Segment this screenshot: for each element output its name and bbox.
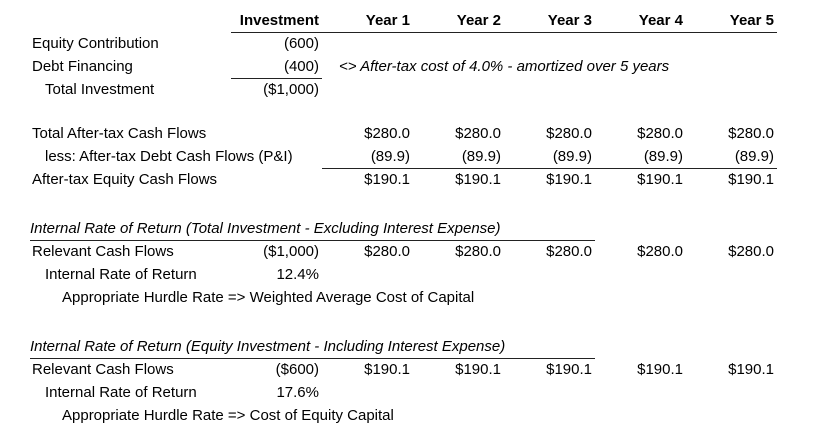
year-value: $190.1	[637, 361, 683, 378]
year-value: (89.9)	[504, 146, 595, 169]
hurdle-rate-note: Appropriate Hurdle Rate => Weighted Aver…	[62, 289, 475, 306]
hurdle-rate-note: Appropriate Hurdle Rate => Cost of Equit…	[62, 407, 394, 424]
year-value: $280.0	[728, 125, 774, 142]
year-value: $190.1	[364, 361, 410, 378]
year-value: (89.9)	[322, 146, 413, 169]
less-debt-cash-flows-label: less: After-tax Debt Cash Flows (P&I)	[45, 148, 293, 165]
year-value: $190.1	[455, 361, 501, 378]
year-value: (89.9)	[686, 146, 777, 169]
year-value: $280.0	[546, 125, 592, 142]
year-value: $280.0	[455, 243, 501, 260]
col-header-investment: Investment	[231, 10, 322, 33]
irr-value: 17.6%	[276, 384, 319, 401]
year-value: (89.9)	[413, 146, 504, 169]
col-header-year-5: Year 5	[686, 10, 777, 33]
after-tax-equity-cash-flows-label: After-tax Equity Cash Flows	[32, 171, 218, 188]
year-value: $190.1	[364, 171, 410, 188]
year-value: (89.9)	[595, 146, 686, 169]
col-header-year-3: Year 3	[504, 10, 595, 33]
corner-cell	[0, 10, 231, 33]
year-value: $190.1	[637, 171, 683, 188]
year-value: $280.0	[364, 243, 410, 260]
debt-financing-label: Debt Financing	[32, 58, 133, 75]
year-value: $190.1	[728, 361, 774, 378]
relevant-cash-flows-label: Relevant Cash Flows	[32, 361, 174, 378]
total-after-tax-cash-flows-label: Total After-tax Cash Flows	[32, 125, 207, 142]
col-header-year-1: Year 1	[322, 10, 413, 33]
section-gap	[0, 192, 777, 218]
year-value: $190.1	[728, 171, 774, 188]
year-value: $190.1	[455, 171, 501, 188]
irr-label: Internal Rate of Return	[45, 384, 197, 401]
equity-contribution-label: Equity Contribution	[32, 35, 159, 52]
total-investment-label: Total Investment	[45, 81, 155, 98]
debt-financing-value: (400)	[231, 56, 322, 79]
section-gap	[0, 102, 777, 123]
relevant-cash-flows-label: Relevant Cash Flows	[32, 243, 174, 260]
year-value: $280.0	[728, 243, 774, 260]
year-value: $190.1	[546, 171, 592, 188]
year-value: $190.1	[546, 361, 592, 378]
col-header-year-2: Year 2	[413, 10, 504, 33]
debt-financing-note: <> After-tax cost of 4.0% - amortized ov…	[339, 58, 670, 75]
year-value: $280.0	[546, 243, 592, 260]
relevant-investment-value: ($1,000)	[263, 243, 319, 260]
irr-equity-investment-title: Internal Rate of Return (Equity Investme…	[30, 336, 595, 359]
irr-label: Internal Rate of Return	[45, 266, 197, 283]
irr-total-investment-title: Internal Rate of Return (Total Investmen…	[30, 218, 595, 241]
section-gap	[0, 310, 777, 336]
total-investment-value: ($1,000)	[263, 81, 319, 98]
equity-contribution-value: (600)	[283, 35, 319, 52]
year-value: $280.0	[364, 125, 410, 142]
year-value: $280.0	[455, 125, 501, 142]
irr-value: 12.4%	[276, 266, 319, 283]
worksheet-grid: Investment Year 1 Year 2 Year 3 Year 4 Y…	[0, 10, 814, 428]
year-value: $280.0	[637, 243, 683, 260]
relevant-investment-value: ($600)	[275, 361, 319, 378]
year-value: $280.0	[637, 125, 683, 142]
col-header-year-4: Year 4	[595, 10, 686, 33]
